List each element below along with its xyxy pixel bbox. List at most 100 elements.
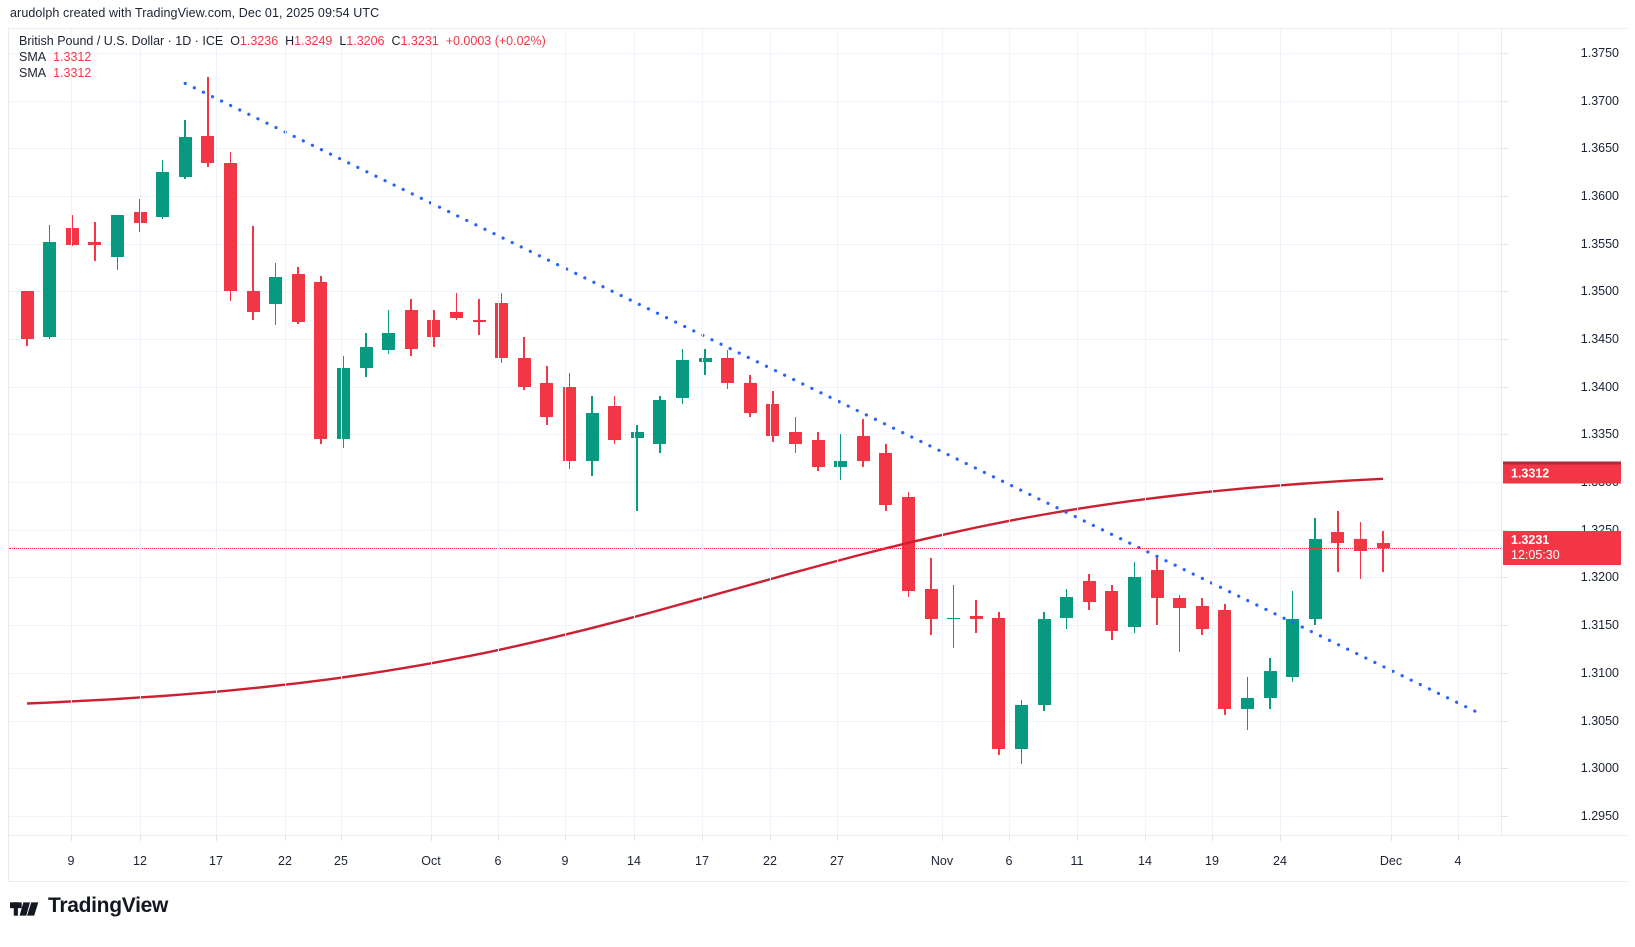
price-axis-tick (1502, 339, 1508, 340)
candle-wick (1382, 530, 1384, 572)
legend-symbol[interactable]: British Pound / U.S. Dollar · 1D · ICE (19, 34, 224, 48)
candlestick[interactable] (879, 453, 893, 505)
candlestick[interactable] (1331, 531, 1345, 544)
candlestick[interactable] (1150, 569, 1164, 599)
price-axis-label: 1.3200 (1580, 570, 1619, 585)
candlestick[interactable] (675, 359, 689, 399)
candlestick[interactable] (1353, 539, 1367, 551)
candlestick[interactable] (947, 617, 961, 620)
legend-sma-1-value: 1.3312 (53, 50, 92, 64)
candlestick[interactable] (1263, 670, 1277, 698)
candlestick[interactable] (721, 358, 735, 383)
candlestick[interactable] (517, 358, 531, 387)
price-axis[interactable]: 1.3750 1.3700 1.3650 1.3600 1.3550 1.3500 1.34… (1501, 29, 1627, 835)
candlestick[interactable] (472, 319, 486, 322)
candlestick[interactable] (178, 136, 192, 177)
chart-legend: British Pound / U.S. Dollar · 1D · ICE O… (19, 33, 546, 81)
candlestick[interactable] (969, 615, 983, 620)
candlestick[interactable] (608, 405, 622, 441)
vertical-gridline (498, 29, 499, 835)
trendline[interactable] (183, 81, 1485, 717)
candlestick[interactable] (653, 400, 667, 444)
candlestick[interactable] (110, 215, 124, 257)
sma-line[interactable] (26, 477, 1384, 705)
candlestick[interactable] (1173, 598, 1187, 608)
candlestick[interactable] (1014, 705, 1028, 750)
candlestick[interactable] (585, 413, 599, 462)
legend-sma-2-name[interactable]: SMA (19, 66, 47, 80)
candlestick[interactable] (1195, 606, 1209, 629)
legend-close-key: C (391, 34, 401, 48)
time-axis-label: 14 (627, 854, 641, 868)
candlestick[interactable] (1240, 697, 1254, 710)
time-axis-tick (140, 836, 141, 841)
candlestick[interactable] (1127, 577, 1141, 628)
candlestick[interactable] (901, 497, 915, 591)
candlestick[interactable] (382, 333, 396, 351)
vertical-gridline (1280, 29, 1281, 835)
candlestick[interactable] (291, 274, 305, 322)
candlestick[interactable] (788, 432, 802, 444)
candlestick[interactable] (427, 319, 441, 338)
legend-open-key: O (230, 34, 240, 48)
candlestick[interactable] (992, 617, 1006, 750)
candlestick[interactable] (630, 432, 644, 439)
sma-lower-badge[interactable]: 1.3312 (1503, 464, 1621, 484)
vertical-gridline (1458, 29, 1459, 835)
candlestick[interactable] (88, 241, 102, 245)
candlestick[interactable] (201, 135, 215, 164)
candlestick[interactable] (1376, 543, 1390, 548)
candlestick[interactable] (924, 588, 938, 620)
horizontal-gridline (9, 625, 1501, 627)
time-axis-label: Dec (1379, 854, 1403, 868)
candlestick[interactable] (336, 367, 350, 440)
candlestick[interactable] (359, 346, 373, 368)
candlestick[interactable] (743, 382, 757, 414)
candle-wick (839, 434, 842, 481)
candlestick[interactable] (156, 172, 170, 217)
time-axis[interactable]: 9 12 17 22 25 Oct 6 9 14 17 22 27 Nov 6 11 14 19 24 Dec 4 (9, 835, 1627, 881)
vertical-gridline (285, 29, 286, 835)
last-price-badge[interactable]: 1.3231 12:05:30 (1503, 530, 1621, 565)
candlestick[interactable] (1308, 539, 1322, 620)
candlestick[interactable] (43, 241, 57, 338)
candlestick[interactable] (811, 440, 825, 467)
vertical-gridline (341, 29, 342, 835)
candlestick[interactable] (1037, 619, 1051, 706)
time-axis-label: 27 (830, 854, 844, 868)
candlestick[interactable] (1286, 619, 1300, 677)
price-axis-tick (1502, 195, 1508, 197)
time-axis-label: 9 (67, 854, 75, 868)
candlestick[interactable] (1105, 590, 1119, 631)
time-axis-tick (702, 836, 703, 841)
candlestick[interactable] (314, 281, 328, 440)
price-axis-label: 1.3600 (1580, 188, 1619, 203)
chart-plot-area[interactable] (9, 29, 1501, 835)
legend-low-key: L (339, 34, 347, 48)
candlestick[interactable] (269, 277, 283, 304)
candlestick[interactable] (246, 291, 260, 313)
candlestick[interactable] (562, 386, 576, 462)
candlestick[interactable] (404, 310, 418, 349)
horizontal-gridline (9, 482, 1501, 484)
candlestick[interactable] (65, 228, 79, 245)
time-axis-label: 19 (1205, 854, 1219, 868)
candlestick[interactable] (20, 291, 34, 339)
candlestick[interactable] (449, 312, 463, 318)
horizontal-gridline (9, 291, 1501, 293)
time-axis-tick (1458, 836, 1459, 841)
time-axis-label: 12 (133, 854, 147, 868)
candlestick[interactable] (1082, 581, 1096, 603)
candlestick[interactable] (223, 163, 237, 292)
candlestick[interactable] (834, 461, 848, 467)
candlestick[interactable] (1060, 596, 1074, 618)
candlestick[interactable] (856, 436, 870, 462)
candlestick[interactable] (766, 403, 780, 437)
candlestick[interactable] (698, 358, 712, 362)
candlestick[interactable] (1218, 609, 1232, 710)
horizontal-gridline (9, 243, 1501, 245)
vertical-gridline (634, 29, 635, 835)
legend-sma-1-name[interactable]: SMA (19, 50, 47, 64)
candlestick[interactable] (540, 382, 554, 418)
